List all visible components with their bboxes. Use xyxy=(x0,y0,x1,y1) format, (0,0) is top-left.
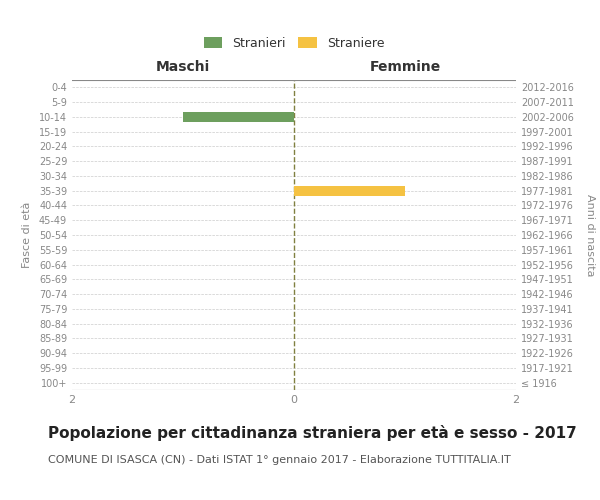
Y-axis label: Anni di nascita: Anni di nascita xyxy=(584,194,595,276)
Bar xyxy=(183,112,294,122)
Text: COMUNE DI ISASCA (CN) - Dati ISTAT 1° gennaio 2017 - Elaborazione TUTTITALIA.IT: COMUNE DI ISASCA (CN) - Dati ISTAT 1° ge… xyxy=(48,455,511,465)
Legend: Stranieri, Straniere: Stranieri, Straniere xyxy=(197,30,391,56)
Text: Maschi: Maschi xyxy=(156,60,210,74)
Text: Femmine: Femmine xyxy=(370,60,440,74)
Text: Popolazione per cittadinanza straniera per età e sesso - 2017: Popolazione per cittadinanza straniera p… xyxy=(48,425,577,441)
Y-axis label: Fasce di età: Fasce di età xyxy=(22,202,32,268)
Bar xyxy=(294,186,405,196)
